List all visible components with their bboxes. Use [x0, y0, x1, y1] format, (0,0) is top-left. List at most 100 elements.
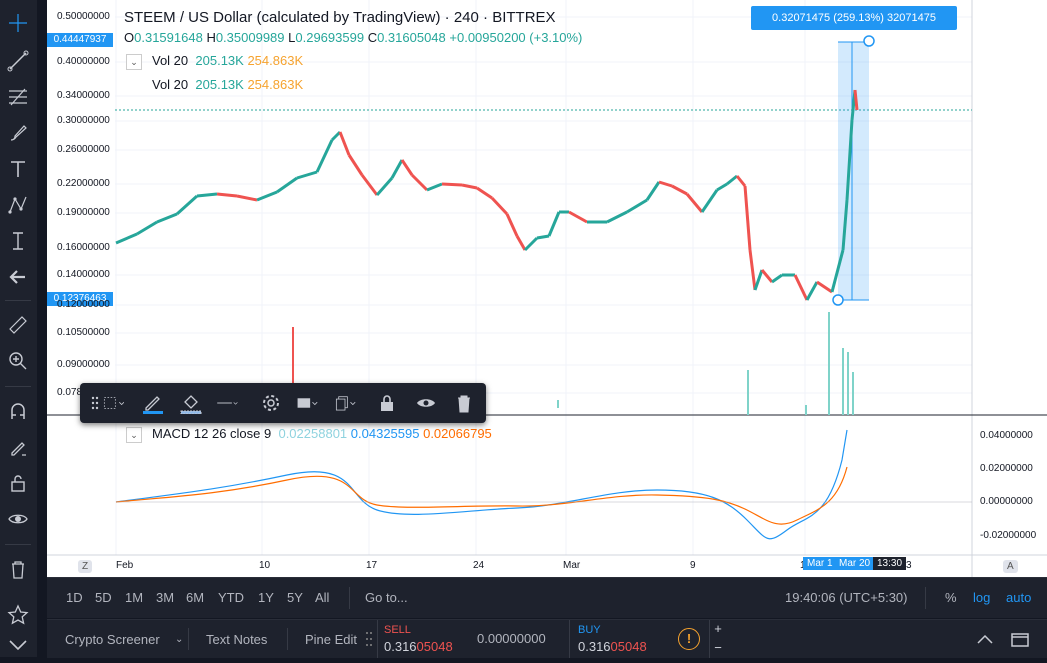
collapse-macd-button[interactable]: ⌄: [126, 427, 142, 443]
eye-icon[interactable]: [415, 392, 437, 414]
vol-legend-2[interactable]: Vol 20 205.13K 254.863K: [152, 77, 303, 92]
price-candle-segment: [426, 182, 443, 192]
info-icon[interactable]: !: [678, 628, 700, 650]
forecast-icon[interactable]: [7, 230, 29, 252]
macd-legend[interactable]: MACD 12 26 close 9 0.02258801 0.04325595…: [152, 426, 492, 441]
price-tick-label: 0.10500000: [57, 327, 110, 338]
chart-canvas[interactable]: [47, 0, 1047, 577]
drag-handle-icon[interactable]: [84, 392, 99, 414]
price-candle-segment: [841, 199, 849, 251]
price-candle-segment: [645, 181, 661, 201]
text-icon[interactable]: [7, 158, 29, 180]
chevron-down-icon[interactable]: [7, 634, 29, 656]
eye-icon[interactable]: [7, 508, 29, 530]
ohlc-o: 0.31591648: [134, 30, 203, 45]
a-button[interactable]: A: [1003, 560, 1018, 573]
chevron-down-icon[interactable]: ⌄: [175, 634, 184, 645]
collapse-legend-button[interactable]: ⌄: [126, 54, 142, 70]
z-button[interactable]: Z: [78, 560, 93, 573]
line-style-icon[interactable]: [216, 392, 252, 414]
price-candle-segment: [441, 182, 463, 187]
floating-drawing-toolbar[interactable]: [80, 383, 486, 423]
fill-color-icon[interactable]: [180, 392, 202, 414]
tab-crypto-screener[interactable]: Crypto Screener: [65, 632, 160, 647]
range-1d[interactable]: 1D: [66, 590, 83, 605]
price-candle-segment: [156, 212, 178, 224]
buy-button[interactable]: BUY 0.31605048: [569, 620, 668, 658]
trend-line-icon[interactable]: [7, 50, 29, 72]
toolbar-divider: [5, 544, 31, 545]
price-tick-label: 0.09000000: [57, 359, 110, 370]
measure-rect: [838, 42, 869, 300]
stay-in-drawing-icon[interactable]: [7, 436, 29, 458]
price-candle-segment: [196, 192, 218, 198]
range-1y[interactable]: 1Y: [258, 590, 274, 605]
crosshair-icon[interactable]: [7, 12, 29, 34]
price-tick-label: 0.19000000: [57, 207, 110, 218]
range-1m[interactable]: 1M: [125, 590, 144, 605]
price-tick-label: 0.30000000: [57, 115, 110, 126]
fib-retracement-icon[interactable]: [7, 86, 29, 108]
price-tick-label: 0.12000000: [57, 299, 110, 310]
lock-icon[interactable]: [376, 392, 398, 414]
range-6m[interactable]: 6M: [186, 590, 205, 605]
star-icon[interactable]: [7, 604, 29, 626]
maximize-panel-icon[interactable]: [1009, 629, 1031, 651]
zoom-in-icon[interactable]: [7, 350, 29, 372]
ohlc-row: O0.31591648 H0.35009989 L0.29693599 C0.3…: [124, 30, 582, 45]
sell-button[interactable]: SELL 0.31605048: [377, 620, 476, 658]
range-5y[interactable]: 5Y: [287, 590, 303, 605]
vol-name: Vol 20: [152, 77, 189, 92]
time-label: 3: [906, 560, 912, 571]
ohlc-change: +0.00950200 (+3.10%): [449, 30, 583, 45]
quantity-plus-button[interactable]: +: [714, 621, 722, 636]
clone-icon[interactable]: [334, 392, 362, 414]
price-tick-label: 0.16000000: [57, 242, 110, 253]
vol-name: Vol 20: [152, 53, 189, 68]
magnet-icon[interactable]: [7, 400, 29, 422]
auto-toggle[interactable]: auto: [1006, 590, 1032, 605]
trash-icon[interactable]: [7, 558, 29, 580]
vol-legend-1[interactable]: Vol 20 205.13K 254.863K: [152, 53, 303, 68]
tab-text-notes[interactable]: Text Notes: [206, 632, 268, 647]
percent-toggle[interactable]: %: [945, 590, 957, 605]
range-divider: [349, 587, 350, 609]
macd-tick-label: 0.02000000: [980, 463, 1033, 474]
chart-pane[interactable]: [47, 0, 1047, 577]
trash-icon[interactable]: [453, 392, 475, 414]
footer-divider: [709, 620, 710, 658]
chevron-up-icon[interactable]: [974, 629, 996, 651]
range-ytd[interactable]: YTD: [218, 590, 244, 605]
ohlc-h-label: H: [206, 30, 216, 45]
range-3m[interactable]: 3M: [156, 590, 175, 605]
price-candle-segment: [547, 211, 561, 237]
gear-icon[interactable]: [260, 392, 282, 414]
visibility-layers-icon[interactable]: [296, 392, 324, 414]
price-candle-segment: [216, 192, 238, 198]
arrow-left-icon[interactable]: [7, 266, 29, 288]
range-all[interactable]: All: [315, 590, 330, 605]
log-toggle[interactable]: log: [973, 590, 991, 605]
brush-icon[interactable]: [7, 122, 29, 144]
time-label: 17: [366, 560, 378, 571]
ruler-icon[interactable]: [7, 314, 29, 336]
line-color-icon[interactable]: [142, 392, 164, 414]
pattern-icon[interactable]: [7, 194, 29, 216]
price-candle-segment: [606, 210, 628, 224]
time-label: 10: [259, 560, 271, 571]
sell-price-pips: 05048: [416, 639, 453, 654]
price-candle-segment: [771, 273, 783, 284]
ohlc-c-label: C: [367, 30, 378, 45]
price-candle-segment: [330, 130, 342, 142]
range-5d[interactable]: 5D: [95, 590, 112, 605]
goto-button[interactable]: Go to...: [365, 590, 408, 605]
clock[interactable]: 19:40:06 (UTC+5:30): [785, 590, 908, 605]
lock-icon[interactable]: [7, 472, 29, 494]
tab-pine-editor[interactable]: Pine Edit: [305, 632, 358, 647]
panel-resize-grip[interactable]: [365, 620, 373, 658]
price-candle-segment: [700, 189, 719, 213]
quantity-minus-button[interactable]: −: [714, 640, 722, 655]
price-tag-bottom: 0.12376463: [47, 292, 113, 306]
template-icon[interactable]: [102, 392, 130, 414]
time-label: 9: [690, 560, 696, 571]
